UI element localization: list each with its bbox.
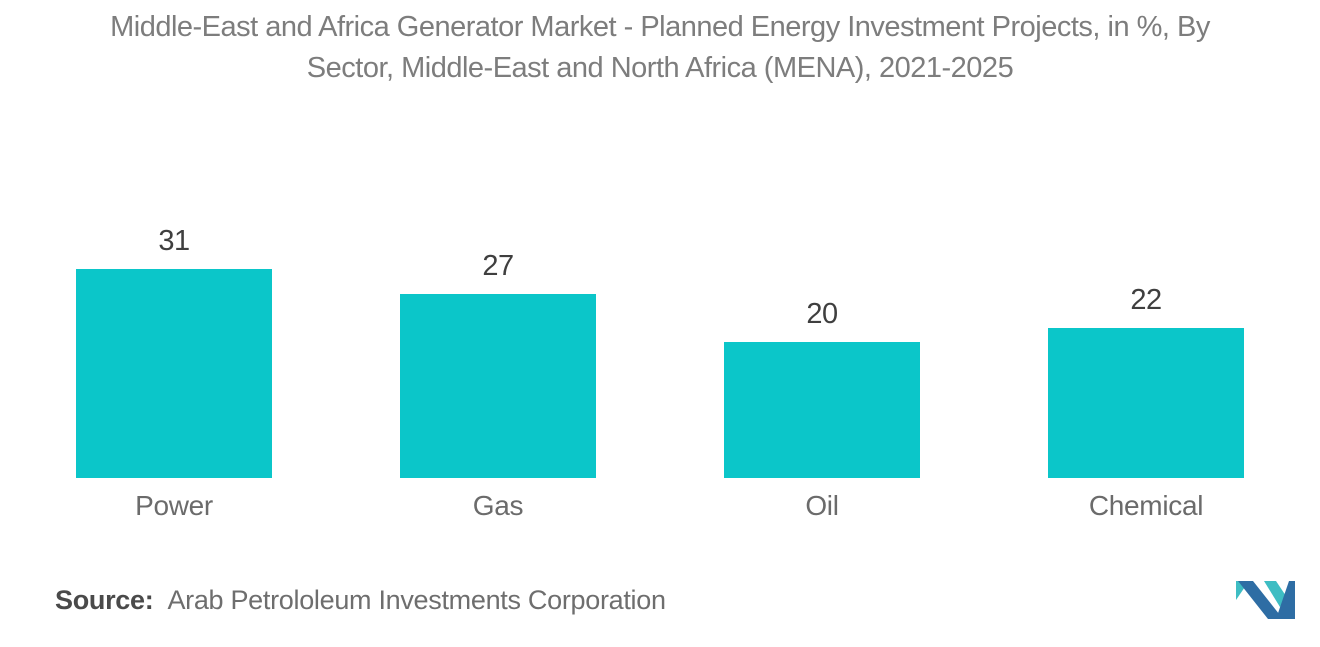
category-axis: Power Gas Oil Chemical [12, 490, 1308, 522]
source-line: Source: Arab Petrololeum Investments Corp… [55, 585, 666, 616]
logo-blue-diagonal [1238, 581, 1283, 619]
bar-column-oil: 20 [660, 225, 984, 478]
bar-chemical [1048, 328, 1244, 478]
category-label-gas: Gas [472, 490, 524, 521]
mordor-intelligence-logo [1236, 581, 1295, 619]
bar-chart: 31 27 20 22 Power Gas Oil Chemical [12, 225, 1308, 522]
bar-value-label: 31 [158, 225, 190, 257]
source-label: Source: [55, 584, 154, 615]
logo-teal-diagonal [1264, 581, 1288, 607]
bar-gas [400, 294, 596, 478]
bar-oil [724, 342, 920, 478]
category-label-chemical: Chemical [1088, 490, 1204, 521]
bar-value-label: 27 [482, 250, 514, 282]
chart-title-line2: Sector, Middle-East and North Africa (ME… [306, 52, 1014, 84]
chart-title-line1: Middle-East and Africa Generator Market … [110, 11, 1210, 43]
bar-value-label: 20 [806, 298, 838, 330]
bar-chart-plot-area: 31 27 20 22 [12, 225, 1308, 478]
category-label-oil: Oil [805, 490, 839, 521]
bar-value-label: 22 [1130, 284, 1162, 316]
bar-column-chemical: 22 [984, 225, 1308, 478]
logo-blue-right-leg [1276, 581, 1295, 619]
category-label-power: Power [135, 490, 213, 521]
bar-power [76, 269, 272, 478]
bar-column-power: 31 [12, 225, 336, 478]
chart-title: Middle-East and Africa Generator Market … [0, 0, 1320, 89]
bar-column-gas: 27 [336, 225, 660, 478]
footer: Source: Arab Petrololeum Investments Corp… [55, 580, 1298, 620]
source-text: Arab Petrololeum Investments Corporation [167, 584, 666, 615]
